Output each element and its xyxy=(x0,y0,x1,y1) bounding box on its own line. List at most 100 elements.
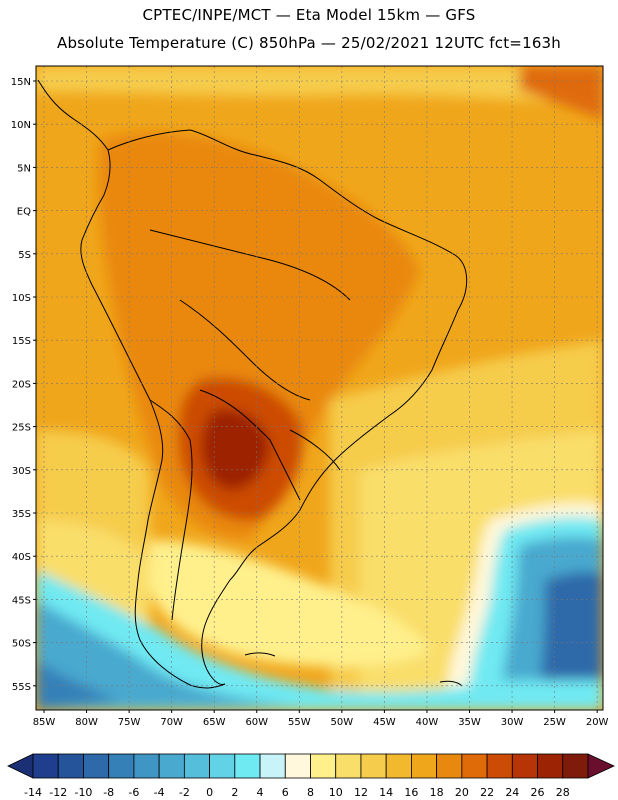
colorbar-swatch xyxy=(310,753,337,779)
colorbar-label: 6 xyxy=(282,786,289,799)
colorbar-label: 4 xyxy=(257,786,264,799)
colorbar-swatch xyxy=(537,753,564,779)
colorbar-label: 2 xyxy=(231,786,238,799)
colorbar-swatch xyxy=(133,753,160,779)
field-north-cool xyxy=(36,66,603,101)
lat-label: 10S xyxy=(12,293,31,304)
falklands xyxy=(244,652,276,657)
colorbar-label: 28 xyxy=(556,786,570,799)
lon-label: 30W xyxy=(501,717,524,728)
colorbar-label: -12 xyxy=(49,786,67,799)
colorbar-swatch xyxy=(411,753,438,779)
lon-label: 50W xyxy=(331,717,354,728)
colorbar-label: -10 xyxy=(74,786,92,799)
colorbar-label: 12 xyxy=(354,786,368,799)
colorbar-label: -2 xyxy=(179,786,190,799)
lat-label: 5S xyxy=(18,250,31,261)
colorbar-label: 14 xyxy=(379,786,393,799)
lon-label: 25W xyxy=(543,717,566,728)
colorbar-label: 16 xyxy=(404,786,418,799)
field-south-cold-m4 xyxy=(36,600,300,710)
colorbar-swatch xyxy=(158,753,185,779)
lon-label: 65W xyxy=(203,717,226,728)
colorbar-swatch xyxy=(32,753,59,779)
lon-label: 75W xyxy=(118,717,141,728)
colorbar-label: 10 xyxy=(329,786,343,799)
atlantic-coast xyxy=(107,129,468,685)
colorbar-left-arrow xyxy=(7,753,34,779)
lat-label: 40S xyxy=(12,552,31,563)
colorbar-swatch xyxy=(436,753,463,779)
colorbar-label: -4 xyxy=(154,786,165,799)
colorbar-label: 24 xyxy=(505,786,519,799)
colorbar-label: -8 xyxy=(103,786,114,799)
colorbar-swatch xyxy=(486,753,513,779)
lat-label: 10N xyxy=(11,120,31,131)
lat-label: 15S xyxy=(12,336,31,347)
colorbar-label: 8 xyxy=(307,786,314,799)
colorbar-swatch xyxy=(108,753,135,779)
field-cold-m10 xyxy=(540,571,603,710)
colorbar-right-arrow xyxy=(587,753,615,779)
border-bolivia xyxy=(179,299,311,401)
colorbar-swatch xyxy=(360,753,387,779)
lon-label: 80W xyxy=(75,717,98,728)
lon-label: 55W xyxy=(288,717,311,728)
lon-label: 45W xyxy=(373,717,396,728)
lon-label: 35W xyxy=(458,717,481,728)
lat-label: EQ xyxy=(17,207,31,218)
colorbar-swatch xyxy=(562,753,589,779)
lon-label: 40W xyxy=(416,717,439,728)
colorbar-swatch xyxy=(83,753,110,779)
colorbar-label: 22 xyxy=(480,786,494,799)
lat-label: 5N xyxy=(17,163,31,174)
lat-label: 55S xyxy=(12,682,31,693)
field-caribbean-warm xyxy=(520,66,603,120)
lon-label: 70W xyxy=(160,717,183,728)
temperature-field xyxy=(36,66,603,710)
colorbar-swatch xyxy=(183,753,210,779)
map-title-line-1: CPTEC/INPE/MCT — Eta Model 15km — GFS xyxy=(142,6,476,24)
lon-label: 20W xyxy=(586,717,609,728)
colorbar-swatch xyxy=(284,753,311,779)
latitude-labels: 15N 10N 5N EQ 5S 10S 15S 20S 25S 30S 35S 40S 45S 50S 5… xyxy=(11,77,36,693)
colorbar-label: -6 xyxy=(128,786,139,799)
lat-label: 35S xyxy=(12,509,31,520)
lat-label: 20S xyxy=(12,379,31,390)
colorbar-swatch xyxy=(234,753,261,779)
field-south-cold-2 xyxy=(36,570,603,710)
longitude-labels: 85W 80W 75W 70W 65W 60W 55W 50W 45W 40W 35W 30W 25W 2… xyxy=(33,710,609,728)
lat-label: 30S xyxy=(12,466,31,477)
border-amazon xyxy=(149,229,351,301)
colorbar-swatch xyxy=(511,753,538,779)
colorbar: -14 -12 -10 -8 -6 -4 -2 0 2 4 6 8 10 12 14 16 18 20 22 24 26… xyxy=(7,753,615,799)
lat-label: 25S xyxy=(12,423,31,434)
colorbar-label: 18 xyxy=(430,786,444,799)
colorbar-swatch xyxy=(57,753,84,779)
colorbar-label: 0 xyxy=(206,786,213,799)
colorbar-swatch xyxy=(209,753,236,779)
south-georgia xyxy=(439,680,463,687)
colorbar-label: -14 xyxy=(24,786,42,799)
field-south-cold-m8 xyxy=(36,660,120,710)
border-argentina xyxy=(199,389,301,501)
colorbar-swatch xyxy=(461,753,488,779)
colorbar-label: 26 xyxy=(531,786,545,799)
lat-label: 15N xyxy=(11,77,31,88)
colorbar-swatch xyxy=(335,753,362,779)
pacific-coast xyxy=(37,79,226,689)
lat-label: 45S xyxy=(12,595,31,606)
colorbar-label: 20 xyxy=(455,786,469,799)
border-chile-argentina xyxy=(149,399,193,621)
colorbar-swatch xyxy=(259,753,286,779)
lon-label: 60W xyxy=(245,717,268,728)
map-frame xyxy=(35,65,604,711)
lat-label: 50S xyxy=(12,639,31,650)
colorbar-swatch xyxy=(385,753,412,779)
coastlines xyxy=(37,79,468,689)
graticule xyxy=(36,66,603,710)
field-patagonia-light xyxy=(150,540,430,667)
map-title-line-2: Absolute Temperature (C) 850hPa — 25/02/… xyxy=(56,34,562,52)
border-uruguay xyxy=(289,429,341,471)
